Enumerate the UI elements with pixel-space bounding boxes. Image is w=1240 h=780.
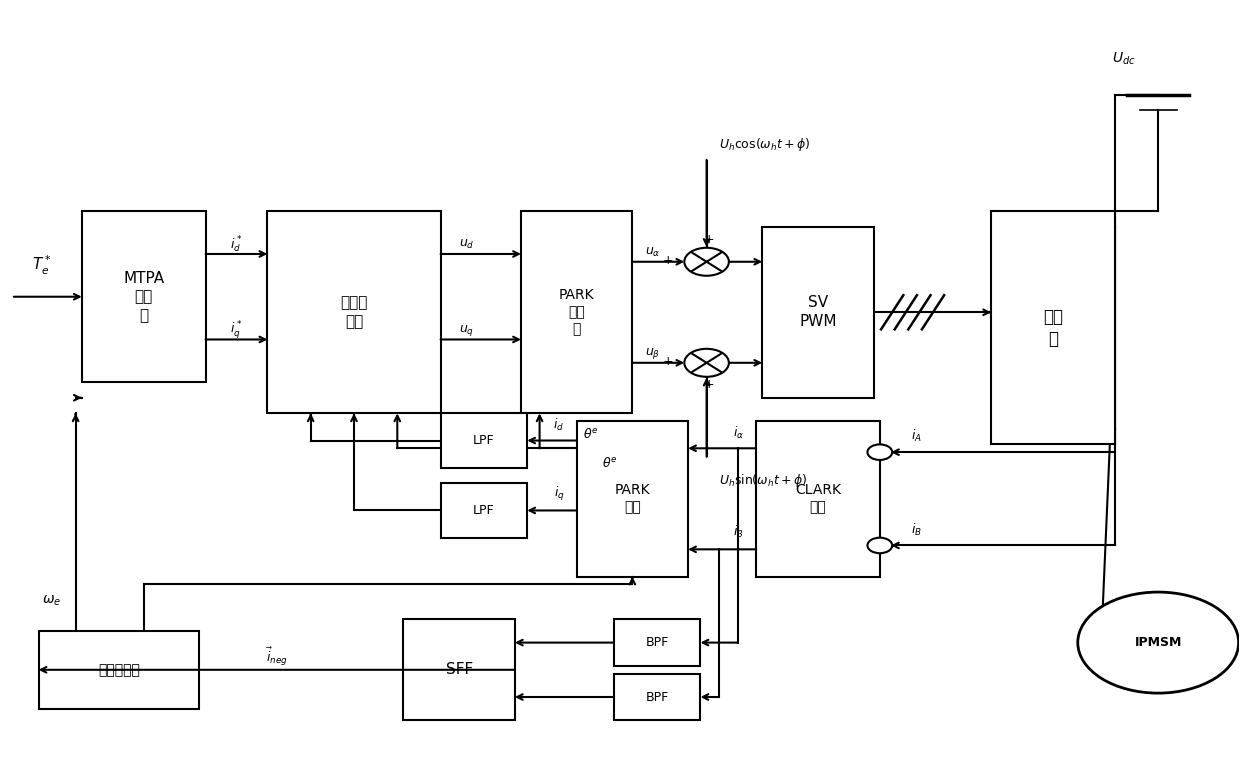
Text: 逆变
器: 逆变 器 (1043, 308, 1063, 348)
Text: $\theta^e$: $\theta^e$ (583, 427, 599, 441)
Circle shape (684, 349, 729, 377)
FancyBboxPatch shape (403, 619, 515, 720)
Text: $i_q$: $i_q$ (553, 484, 564, 502)
Text: $u_q$: $u_q$ (459, 323, 475, 338)
Text: IPMSM: IPMSM (1135, 636, 1182, 649)
Text: MTPA
控制
器: MTPA 控制 器 (123, 271, 164, 323)
Text: $i_B$: $i_B$ (910, 522, 921, 537)
Text: BPF: BPF (646, 690, 668, 704)
Text: $u_d$: $u_d$ (459, 238, 475, 251)
FancyBboxPatch shape (38, 631, 200, 709)
Text: 位置观测器: 位置观测器 (98, 663, 140, 677)
Circle shape (684, 248, 729, 276)
FancyBboxPatch shape (763, 227, 874, 398)
Text: $u_\alpha$: $u_\alpha$ (645, 246, 661, 259)
Text: $U_{dc}$: $U_{dc}$ (1112, 51, 1136, 67)
FancyBboxPatch shape (577, 421, 688, 576)
Text: $u_\beta$: $u_\beta$ (645, 346, 660, 361)
Text: 预测控
制器: 预测控 制器 (340, 296, 368, 329)
Text: +: + (704, 233, 714, 246)
Text: $i_\alpha$: $i_\alpha$ (733, 424, 744, 441)
FancyBboxPatch shape (440, 484, 527, 537)
Circle shape (868, 537, 893, 553)
FancyBboxPatch shape (614, 619, 701, 666)
Text: $\omega_e$: $\omega_e$ (42, 594, 61, 608)
Text: BPF: BPF (646, 636, 668, 649)
Text: $i_q^*$: $i_q^*$ (231, 319, 243, 341)
FancyBboxPatch shape (521, 211, 632, 413)
Text: $i_\beta$: $i_\beta$ (733, 523, 744, 541)
FancyBboxPatch shape (82, 211, 206, 382)
Text: CLARK
变换: CLARK 变换 (795, 483, 841, 515)
Text: LPF: LPF (474, 504, 495, 517)
Text: +: + (704, 378, 714, 391)
Circle shape (868, 445, 893, 460)
Text: $i_d^*$: $i_d^*$ (231, 235, 243, 255)
FancyBboxPatch shape (991, 211, 1115, 445)
FancyBboxPatch shape (268, 211, 440, 413)
Text: LPF: LPF (474, 434, 495, 447)
FancyBboxPatch shape (614, 674, 701, 720)
Circle shape (1078, 592, 1239, 693)
Text: SV
PWM: SV PWM (800, 296, 837, 329)
FancyBboxPatch shape (756, 421, 880, 576)
Text: PARK
变换: PARK 变换 (615, 483, 650, 515)
FancyBboxPatch shape (440, 413, 527, 468)
Text: +: + (663, 355, 673, 367)
Text: $\theta^e$: $\theta^e$ (601, 456, 618, 470)
Text: $\vec{i}_{neg}$: $\vec{i}_{neg}$ (265, 647, 288, 668)
Text: +: + (663, 254, 673, 267)
Text: $U_h\cos(\omega_h t+\phi)$: $U_h\cos(\omega_h t+\phi)$ (719, 136, 811, 153)
Text: SFF: SFF (445, 662, 472, 677)
Text: $U_h\sin(\omega_h t+\phi)$: $U_h\sin(\omega_h t+\phi)$ (719, 472, 807, 488)
Text: $i_d$: $i_d$ (553, 417, 564, 433)
Text: $i_A$: $i_A$ (910, 428, 921, 445)
Text: PARK
逆变
换: PARK 逆变 换 (559, 288, 594, 337)
Text: $T_e^*$: $T_e^*$ (32, 254, 52, 278)
